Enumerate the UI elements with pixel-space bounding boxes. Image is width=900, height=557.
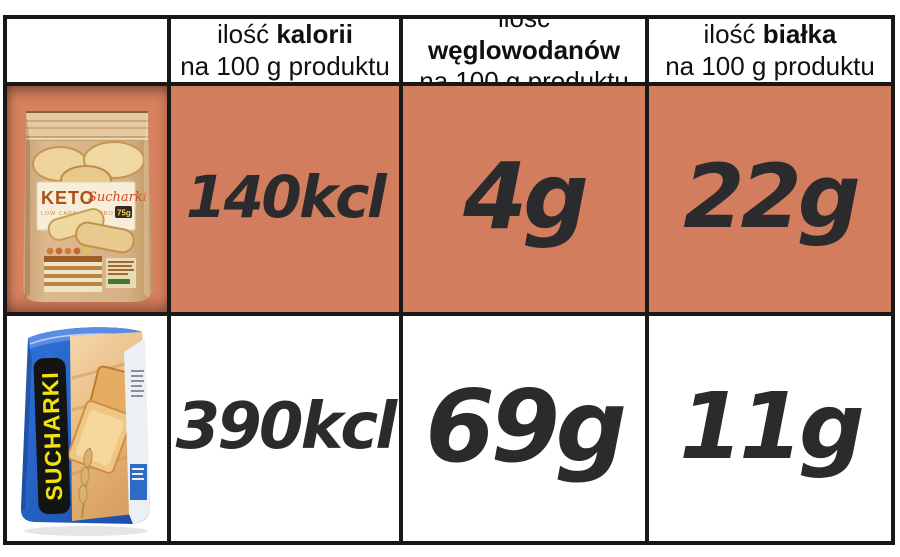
header-carbohydrates-metric: węglowodanów — [427, 34, 621, 65]
header-carbohydrates: ilość węglowodanów na 100 g produktu — [403, 19, 645, 82]
header-protein-metric: białka — [762, 19, 837, 49]
classic-carbohydrates-value: 69g — [425, 367, 627, 485]
keto-carbohydrates-value: 4g — [463, 143, 589, 250]
classic-product-cell: SUCHARKI — [7, 316, 167, 541]
keto-protein-value: 22g — [683, 145, 861, 248]
header-calories-line1: ilość kalorii — [217, 19, 353, 51]
keto-bag-top-seal — [26, 112, 148, 136]
classic-brand-text: SUCHARKI — [37, 370, 67, 500]
classic-calories-cell: 390kcl — [171, 316, 399, 541]
keto-bag-illustration: KETO Sucharki LOW CARB HIGH PROTEIN 75g — [23, 111, 153, 302]
keto-product-cell: KETO Sucharki LOW CARB HIGH PROTEIN 75g — [7, 86, 167, 312]
keto-name-text: Sucharki — [88, 190, 147, 205]
header-protein-line2: na 100 g produktu — [665, 50, 875, 81]
keto-bag-nutrition-table — [44, 247, 136, 292]
header-protein: ilość białka na 100 g produktu — [649, 19, 891, 82]
keto-bag-rusk-photo-top — [32, 141, 145, 195]
nutrition-comparison-table: ilość kalorii na 100 g produktu ilość wę… — [3, 15, 895, 545]
classic-bag-illustration: SUCHARKI — [20, 326, 150, 536]
classic-protein-cell: 11g — [649, 316, 891, 541]
header-carbohydrates-line1: ilość węglowodanów — [403, 19, 645, 66]
header-calories: ilość kalorii na 100 g produktu — [171, 19, 399, 82]
header-carbohydrates-prefix: ilość — [498, 19, 550, 33]
classic-calories-value: 390kcl — [175, 389, 398, 464]
header-calories-prefix: ilość — [217, 19, 277, 49]
keto-bag-rusk-photo-bottom — [47, 208, 135, 254]
classic-bag-side-panel — [124, 337, 150, 524]
classic-product-image: SUCHARKI — [7, 316, 167, 541]
classic-bag-wheat-ears — [78, 447, 93, 518]
classic-bag-brand-strip: SUCHARKI — [33, 357, 71, 514]
keto-calories-value: 140kcl — [185, 163, 387, 231]
header-carbohydrates-line2: na 100 g produktu — [419, 66, 629, 82]
header-calories-metric: kalorii — [276, 19, 353, 49]
keto-calories-cell: 140kcl — [171, 86, 399, 312]
header-calories-line2: na 100 g produktu — [180, 50, 390, 81]
classic-protein-value: 11g — [679, 372, 865, 480]
keto-weight-text: 75g — [117, 209, 131, 218]
keto-product-image: KETO Sucharki LOW CARB HIGH PROTEIN 75g — [7, 86, 167, 312]
header-protein-prefix: ilość — [703, 19, 763, 49]
header-product-column-spacer — [7, 19, 167, 82]
keto-brand-text: KETO — [41, 188, 95, 208]
classic-carbohydrates-cell: 69g — [403, 316, 645, 541]
header-protein-line1: ilość białka — [704, 19, 837, 51]
keto-protein-cell: 22g — [649, 86, 891, 312]
keto-carbohydrates-cell: 4g — [403, 86, 645, 312]
